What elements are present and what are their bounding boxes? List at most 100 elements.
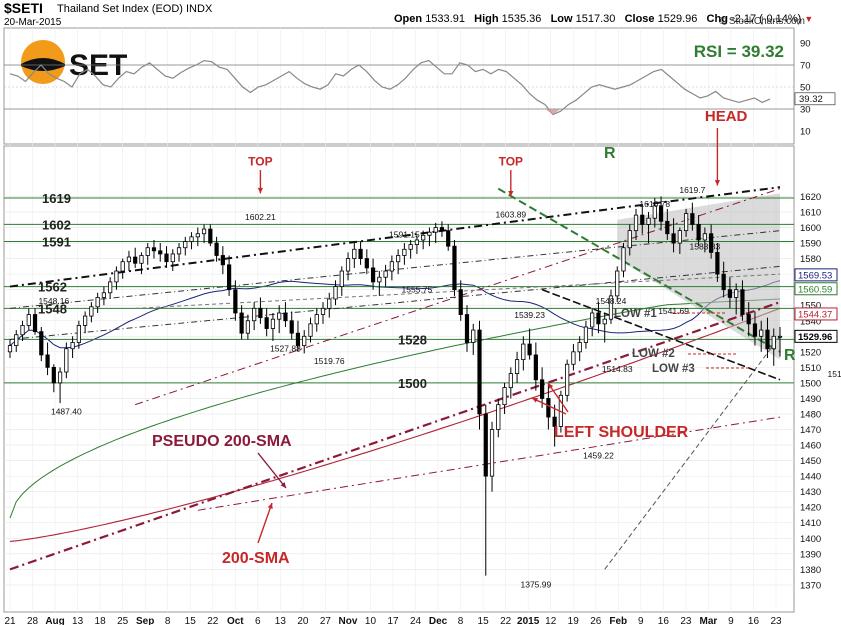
- high-label: High: [474, 13, 499, 25]
- x-tick-label: Aug: [45, 616, 64, 625]
- point-value-label: 1555.75: [402, 284, 433, 294]
- candle-body: [677, 230, 682, 244]
- price-badge-value: 1560.59: [798, 284, 832, 295]
- sma200-arrow-icon: [267, 503, 273, 509]
- candle-body: [627, 230, 632, 249]
- candle-body: [683, 213, 689, 232]
- candle-body: [583, 326, 589, 343]
- candle-body: [715, 251, 720, 275]
- set-logo: SET: [21, 40, 127, 84]
- candle-body: [183, 241, 188, 249]
- candle-body: [577, 342, 582, 353]
- x-tick-label: 20: [297, 616, 309, 625]
- candle-body: [571, 351, 576, 365]
- fan-line: [604, 335, 781, 570]
- candle-body: [590, 312, 595, 328]
- y-tick-label: 1440: [800, 472, 821, 483]
- candle-body: [540, 379, 545, 399]
- ohlc-readout: Open 1533.91 High 1535.36 Low 1517.30 Cl…: [394, 13, 813, 25]
- candle-body: [39, 331, 44, 356]
- candle-body: [596, 312, 601, 325]
- candle-body: [765, 329, 770, 350]
- candle-body: [252, 307, 257, 322]
- x-tick-label: 25: [117, 616, 129, 625]
- y-tick-label: 1480: [800, 409, 821, 420]
- point-value-label: 1519.76: [314, 356, 345, 366]
- candle-body: [527, 343, 532, 356]
- x-tick-label: Feb: [609, 616, 627, 625]
- candle-body: [483, 413, 488, 477]
- candle-body: [696, 224, 701, 241]
- chart-labels: 1620161016001590158015701560155015401530…: [4, 185, 841, 625]
- candle-body: [139, 255, 144, 264]
- candle-body: [383, 270, 388, 278]
- candle-body: [377, 276, 382, 283]
- candle-body: [277, 312, 282, 320]
- level-label: 1619: [42, 191, 71, 206]
- sma200-line: [257, 502, 273, 544]
- level-label: 1562: [38, 280, 67, 295]
- x-tick-label: 18: [95, 616, 107, 625]
- candle-body: [771, 335, 776, 350]
- candle-body: [7, 345, 13, 353]
- candle-body: [546, 398, 551, 418]
- top-label: TOP: [248, 154, 272, 168]
- chg-value: -2.17 (-0.14%): [731, 13, 802, 25]
- candle-body: [389, 261, 394, 272]
- rsi-last-badge: [794, 92, 836, 106]
- grid: [4, 28, 794, 612]
- candle-body: [458, 289, 463, 315]
- candle-body: [734, 289, 739, 298]
- low-label: Low: [550, 13, 573, 25]
- point-value-label: 1548.16: [38, 296, 69, 306]
- r-label-top: R: [604, 145, 616, 162]
- y-tick-label: 1580: [800, 254, 821, 265]
- candle-body: [126, 256, 132, 263]
- candle-body: [508, 373, 513, 388]
- candle-body: [320, 307, 326, 315]
- candle-body: [76, 325, 81, 343]
- candle-body: [646, 217, 651, 225]
- close-value: 1529.96: [657, 13, 698, 25]
- candle-body: [665, 220, 670, 235]
- point-value-label: 1548.24: [596, 296, 627, 306]
- rsi-panel: 90 70 50 30 10 RSI = 39.32 39.32: [4, 39, 836, 138]
- close-label: Close: [624, 13, 655, 25]
- high-value: 1535.36: [501, 13, 542, 25]
- top-1-arrow-icon: [257, 187, 264, 194]
- level-label: 1528: [398, 332, 427, 347]
- candle-body: [89, 306, 94, 317]
- candle-body: [621, 247, 626, 272]
- candle-body: [352, 248, 357, 259]
- point-value-label: 1375.99: [520, 580, 551, 590]
- candle-body: [289, 320, 294, 334]
- x-tick-label: Sep: [136, 616, 154, 625]
- y-tick-label: 1430: [800, 487, 821, 498]
- candle-body: [95, 297, 100, 308]
- candle-body: [502, 387, 507, 406]
- candle-body: [533, 354, 538, 381]
- candle-body: [671, 233, 676, 244]
- candle-body: [471, 329, 476, 343]
- y-tick-label: 1490: [800, 394, 821, 405]
- x-tick-label: 23: [680, 616, 692, 625]
- low1-label: LOW #1: [614, 308, 657, 320]
- point-value-label: 1591.15: [389, 229, 420, 239]
- low-value: 1517.30: [575, 13, 616, 25]
- x-tick-label: 22: [207, 616, 219, 625]
- sma200-line: [9, 307, 781, 542]
- candle-body: [464, 314, 470, 343]
- x-tick-label: 9: [638, 616, 644, 625]
- top-label: TOP: [499, 154, 523, 168]
- rsi-line: [9, 59, 771, 116]
- x-tick-label: 2015: [517, 616, 540, 625]
- y-tick-label: 1540: [800, 316, 821, 327]
- y-tick-label: 1510: [800, 363, 821, 374]
- pseudo-200-sma-arrow-icon: [280, 482, 286, 488]
- candle-body: [51, 366, 56, 384]
- y-tick-label: 1370: [800, 580, 821, 591]
- x-tick-label: 12: [545, 616, 557, 625]
- candle-body: [496, 404, 501, 430]
- point-value-label: 1602.21: [245, 212, 276, 222]
